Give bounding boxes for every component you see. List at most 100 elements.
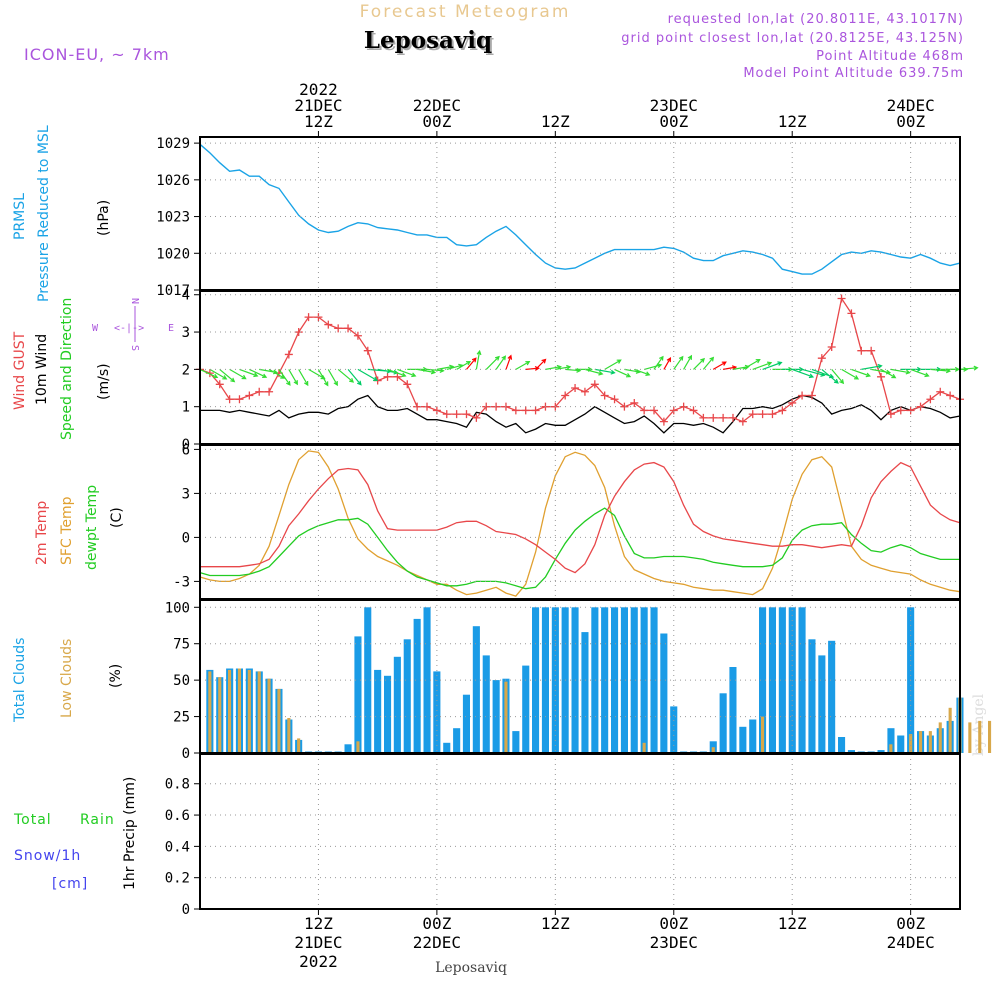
chart-title: Forecast Meteogram bbox=[360, 2, 571, 22]
dewpt-temp-line bbox=[199, 507, 960, 590]
y-tick-label: 2 bbox=[182, 362, 190, 378]
total-cloud-bar bbox=[838, 737, 846, 753]
gust-marker bbox=[304, 313, 313, 322]
wind-arrow bbox=[791, 368, 815, 379]
gust-marker bbox=[758, 410, 767, 419]
gust-marker bbox=[877, 372, 886, 381]
time-label-bottom: 12Z bbox=[304, 914, 333, 933]
gust-marker bbox=[442, 410, 451, 419]
wind-arrow bbox=[693, 357, 705, 370]
gust-marker bbox=[798, 391, 807, 400]
panel-frame-3 bbox=[199, 599, 961, 754]
gust-marker bbox=[452, 410, 461, 419]
low-cloud-bar bbox=[356, 741, 360, 753]
gust-marker bbox=[906, 406, 915, 415]
total-cloud-bar bbox=[828, 640, 836, 753]
gust-line bbox=[199, 296, 961, 423]
gust-marker bbox=[699, 413, 708, 422]
wind-arrow bbox=[199, 368, 219, 379]
gust-marker bbox=[413, 402, 422, 411]
wind-arrow bbox=[959, 365, 979, 371]
wind-arrow bbox=[614, 368, 632, 378]
y-tick-label: 100 bbox=[165, 600, 190, 616]
low-cloud-bar bbox=[237, 668, 241, 753]
low-cloud-bar bbox=[287, 718, 291, 753]
y-tick-label: 1026 bbox=[156, 173, 190, 189]
wind-arrow bbox=[387, 368, 407, 378]
total-cloud-bar bbox=[739, 726, 747, 753]
gust-marker bbox=[946, 391, 955, 400]
gust-marker bbox=[294, 328, 303, 337]
wind-arrow bbox=[673, 355, 684, 370]
wind-arrow bbox=[219, 368, 236, 383]
gust-marker bbox=[511, 406, 520, 415]
gust-marker bbox=[432, 406, 441, 415]
gust-marker bbox=[778, 406, 787, 415]
time-label-top: 12Z bbox=[304, 112, 333, 131]
wind-arrow bbox=[259, 368, 279, 375]
label-rain: Rain bbox=[80, 812, 115, 828]
requested-coords: requested lon,lat (20.8011E, 43.1017N) bbox=[668, 12, 964, 27]
total-cloud-bar bbox=[472, 626, 480, 753]
wind-arrow bbox=[910, 368, 930, 378]
gust-marker bbox=[571, 384, 580, 393]
gust-marker bbox=[669, 406, 678, 415]
wind-arrow bbox=[278, 369, 291, 386]
low-cloud-bar bbox=[504, 681, 508, 753]
y-tick-label: 1023 bbox=[156, 210, 190, 226]
y-tick-label: 0.2 bbox=[165, 871, 190, 887]
total-cloud-bar bbox=[611, 607, 619, 753]
low-cloud-bar bbox=[642, 742, 646, 753]
y-tick-label: 0 bbox=[182, 437, 190, 453]
gust-marker bbox=[719, 413, 728, 422]
wind-arrow bbox=[752, 361, 773, 370]
wind-arrow bbox=[851, 368, 871, 378]
point-altitude: Point Altitude 468m bbox=[816, 49, 964, 64]
time-label-top: 21DEC bbox=[294, 96, 342, 115]
grid-point-coords: grid point closest lon,lat (20.8125E, 43… bbox=[621, 31, 964, 46]
gust-marker bbox=[610, 395, 619, 404]
gust-marker bbox=[659, 417, 668, 426]
y-tick-label: 6 bbox=[182, 442, 190, 458]
low-cloud-bar bbox=[948, 707, 952, 753]
gust-marker bbox=[857, 346, 866, 355]
wind-arrow bbox=[653, 355, 664, 370]
time-label-bottom: 00Z bbox=[896, 914, 925, 933]
wind-arrow bbox=[397, 368, 417, 378]
gust-marker bbox=[531, 406, 540, 415]
time-label-top: 00Z bbox=[659, 112, 688, 131]
label-percent: (%) bbox=[108, 664, 124, 688]
time-label-bottom: 23DEC bbox=[650, 933, 698, 952]
wind-arrow bbox=[298, 369, 309, 387]
model-altitude: Model Point Altitude 639.75m bbox=[743, 66, 964, 81]
gust-marker bbox=[580, 387, 589, 396]
wind-arrow bbox=[317, 369, 329, 387]
wind-arrow bbox=[416, 368, 437, 375]
time-label-top: 12Z bbox=[541, 112, 570, 131]
gust-marker bbox=[561, 391, 570, 400]
location-title: Leposaviq bbox=[364, 27, 492, 54]
gust-marker bbox=[255, 387, 264, 396]
wind-arrow bbox=[495, 355, 507, 370]
gust-marker bbox=[827, 342, 836, 351]
wind-arrow bbox=[475, 349, 482, 370]
total-cloud-bar bbox=[591, 607, 599, 753]
total-cloud-bar bbox=[660, 633, 668, 753]
wind-arrow bbox=[712, 361, 727, 370]
y-tick-label: 50 bbox=[173, 673, 190, 689]
y-tick-label: 3 bbox=[182, 325, 190, 341]
gust-marker bbox=[344, 324, 353, 333]
wind-arrow bbox=[683, 354, 693, 370]
label-dewpt-temp: dewpt Temp bbox=[84, 485, 100, 570]
gust-marker bbox=[314, 313, 323, 322]
time-label-bottom: 24DEC bbox=[887, 933, 935, 952]
gust-marker bbox=[630, 398, 639, 407]
wind-arrow bbox=[357, 368, 379, 382]
label-snow: Snow/1h bbox=[14, 848, 81, 864]
total-cloud-bar bbox=[413, 618, 421, 753]
total-cloud-bar bbox=[364, 607, 372, 753]
gust-marker bbox=[837, 294, 846, 303]
gust-marker bbox=[472, 413, 481, 422]
label-total-clouds: Total Clouds bbox=[12, 638, 28, 723]
total-cloud-bar bbox=[877, 750, 885, 753]
